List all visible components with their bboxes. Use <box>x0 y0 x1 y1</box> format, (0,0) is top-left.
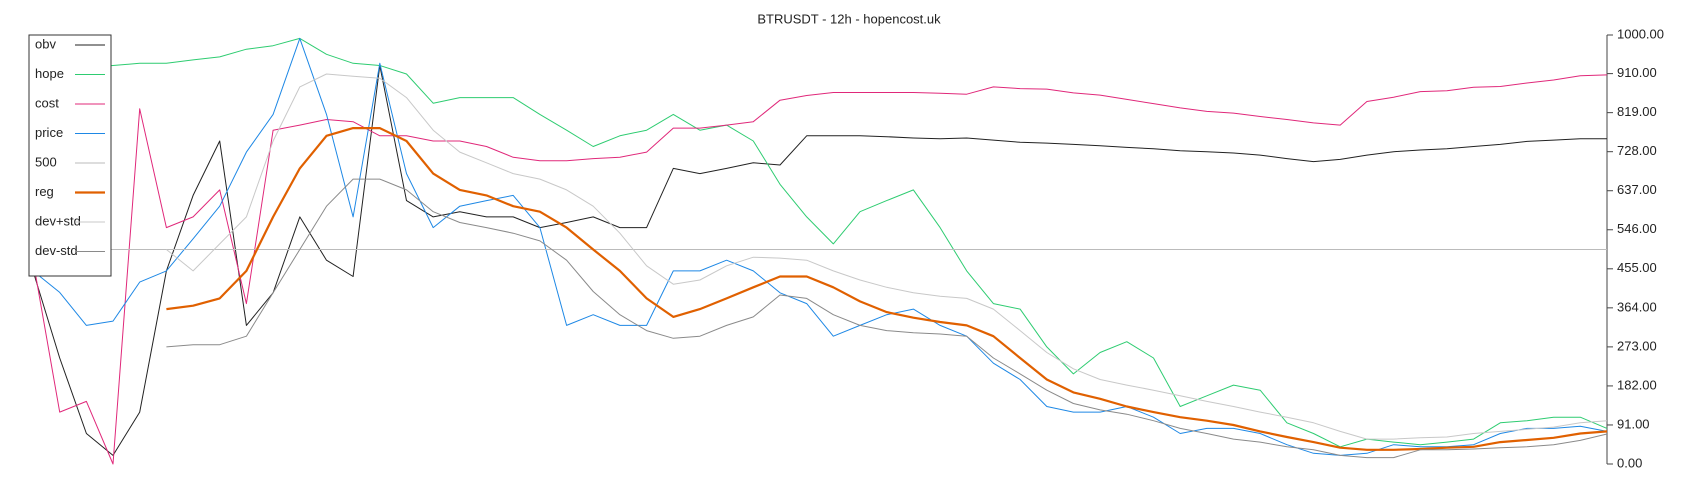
series-line <box>32 74 1608 465</box>
y-tick-label: 637.00 <box>1617 182 1657 197</box>
y-tick-label: 1000.00 <box>1617 26 1664 41</box>
y-tick-label: 273.00 <box>1617 338 1657 353</box>
legend-label: cost <box>35 95 59 110</box>
legend-label: obv <box>35 36 56 51</box>
series-line <box>166 73 1608 440</box>
series-line <box>166 178 1608 459</box>
legend-label: price <box>35 125 63 140</box>
series-line <box>32 37 1608 448</box>
y-tick-label: 91.00 <box>1617 416 1650 431</box>
legend-box <box>28 34 112 277</box>
legend-label: hope <box>35 66 64 81</box>
y-tick-label: 728.00 <box>1617 143 1657 158</box>
series-line <box>166 127 1608 451</box>
series-line <box>32 65 1607 456</box>
y-tick-label: 819.00 <box>1617 104 1657 119</box>
y-tick-label: 546.00 <box>1617 221 1657 236</box>
legend-label: reg <box>35 184 54 199</box>
chart-title: BTRUSDT - 12h - hopencost.uk <box>757 11 941 26</box>
y-tick-label: 182.00 <box>1617 377 1657 392</box>
legend-label: dev+std <box>35 213 81 228</box>
y-tick-label: 455.00 <box>1617 260 1657 275</box>
series-line <box>32 37 1608 456</box>
y-tick-label: 910.00 <box>1617 65 1657 80</box>
legend: obv hope cost price 500 reg dev+std dev-std <box>28 34 112 277</box>
y-tick-label: 364.00 <box>1617 299 1657 314</box>
legend-label: 500 <box>35 154 57 169</box>
y-tick-label: 0.00 <box>1617 455 1642 470</box>
legend-label: dev-std <box>35 243 78 258</box>
